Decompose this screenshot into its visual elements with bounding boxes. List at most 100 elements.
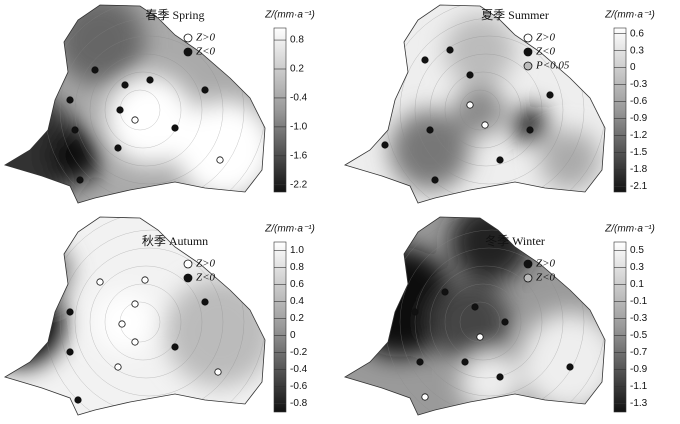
contour <box>444 71 522 149</box>
station <box>66 348 74 356</box>
station <box>421 56 429 64</box>
contour <box>104 283 182 361</box>
colorbar-tick-label: -0.1 <box>630 296 648 307</box>
colorbar-tick-label: -1.8 <box>630 164 648 175</box>
colorbar-tick-label: -0.3 <box>630 79 648 90</box>
colorbar-tick-label: 1.0 <box>290 245 304 256</box>
contour <box>74 35 224 185</box>
colorbar <box>613 27 627 193</box>
panel: 冬季 Winter Z>0 Z<0 Z/(mm·a⁻¹) 0.5 0.3 0.1 -0.1 -0… <box>344 216 655 416</box>
station <box>476 333 484 341</box>
station <box>131 300 139 308</box>
unit-label: Z/(mm·a⁻¹) <box>264 224 315 235</box>
station <box>501 318 509 326</box>
panel-title: 春季 Spring <box>145 8 204 22</box>
panel-title: 冬季 Winter <box>485 233 545 248</box>
shade <box>455 85 505 135</box>
station <box>461 358 469 366</box>
station <box>91 66 99 74</box>
legend-label: Z>0 <box>536 32 556 44</box>
contour <box>89 53 203 167</box>
station <box>171 124 179 132</box>
shade <box>390 110 470 190</box>
panel: 春季 Spring Z>0 Z<0 Z/(mm·a⁻¹) 0.8 0.2 -0.4 -1.0 -… <box>4 4 315 204</box>
contour-shading <box>390 15 600 190</box>
station <box>471 303 479 311</box>
shade <box>512 107 548 143</box>
colorbar-tick-label: -1.1 <box>630 381 648 392</box>
legend-label: Z<0 <box>196 272 216 284</box>
station <box>171 343 179 351</box>
station <box>131 338 139 346</box>
legend-label: Z<0 <box>536 46 556 58</box>
shade <box>430 282 510 362</box>
colorbar-tick-label: -2.1 <box>630 181 648 192</box>
colorbar-tick-label: 0.8 <box>290 35 304 46</box>
station <box>426 126 434 134</box>
contour <box>459 301 501 343</box>
legend-marker <box>523 273 533 283</box>
station <box>114 144 122 152</box>
station <box>71 126 79 134</box>
contour <box>414 247 564 397</box>
station <box>201 86 209 94</box>
shade <box>520 312 605 412</box>
colorbar-tick-label: -0.4 <box>290 364 308 375</box>
contour <box>459 89 501 131</box>
panel: 秋季 Autumn Z>0 Z<0 Z/(mm·a⁻¹) 1.0 0.8 0.6 0.4 0.2… <box>4 216 315 416</box>
colorbar-tick-label: -0.9 <box>630 113 648 124</box>
colorbar-tick-label: -0.5 <box>630 330 648 341</box>
shade <box>460 352 520 412</box>
legend-marker <box>523 259 533 269</box>
station <box>526 126 534 134</box>
colorbar-tick-label: -0.7 <box>630 347 648 358</box>
station <box>411 308 419 316</box>
shade <box>47 127 103 183</box>
colorbar-tick-label: -1.2 <box>630 130 648 141</box>
colorbar-tick-label: 0.6 <box>290 279 304 290</box>
panel: 夏季 Summer Z>0 Z<0 P<0.05 Z/(mm·a⁻¹) 0.6 0.3 0 -0… <box>344 4 655 204</box>
shade <box>95 292 155 352</box>
colorbar-tick-label: -0.8 <box>290 398 308 409</box>
contour <box>74 247 224 397</box>
station <box>421 393 429 401</box>
station <box>446 46 454 54</box>
colorbar-tick-label: 0 <box>630 62 636 73</box>
station <box>496 156 504 164</box>
legend-label: Z>0 <box>536 258 556 270</box>
station <box>466 101 474 109</box>
panel-title: 秋季 Autumn <box>142 234 208 248</box>
colorbar-tick-label: 0.2 <box>290 313 304 324</box>
contour <box>104 71 182 149</box>
station <box>441 288 449 296</box>
map <box>345 5 605 203</box>
legend-marker <box>523 47 533 57</box>
colorbar-tick-label: -0.2 <box>290 347 308 358</box>
colorbar-tick-label: 0.2 <box>290 64 304 75</box>
colorbar-tick-label: 0.5 <box>630 245 644 256</box>
map <box>5 217 265 415</box>
colorbar-tick-label: 0 <box>290 330 296 341</box>
station <box>141 276 149 284</box>
legend-marker <box>183 33 193 43</box>
panel-title: 夏季 Summer <box>481 8 549 22</box>
legend-marker <box>183 259 193 269</box>
station <box>201 298 209 306</box>
colorbar-tick-label: -1.0 <box>290 122 308 133</box>
contour <box>429 53 543 167</box>
station <box>96 278 104 286</box>
station <box>66 96 74 104</box>
shade <box>445 15 515 85</box>
colorbar-tick-label: -0.3 <box>630 313 648 324</box>
unit-label: Z/(mm·a⁻¹) <box>604 224 655 235</box>
map <box>5 5 265 203</box>
unit-label: Z/(mm·a⁻¹) <box>264 10 315 21</box>
colorbar-tick-label: -0.6 <box>630 96 648 107</box>
contour <box>89 265 203 379</box>
station <box>118 320 126 328</box>
station <box>416 358 424 366</box>
station <box>216 156 224 164</box>
colorbar-tick-label: 0.4 <box>290 296 304 307</box>
station <box>146 76 154 84</box>
station <box>496 373 504 381</box>
